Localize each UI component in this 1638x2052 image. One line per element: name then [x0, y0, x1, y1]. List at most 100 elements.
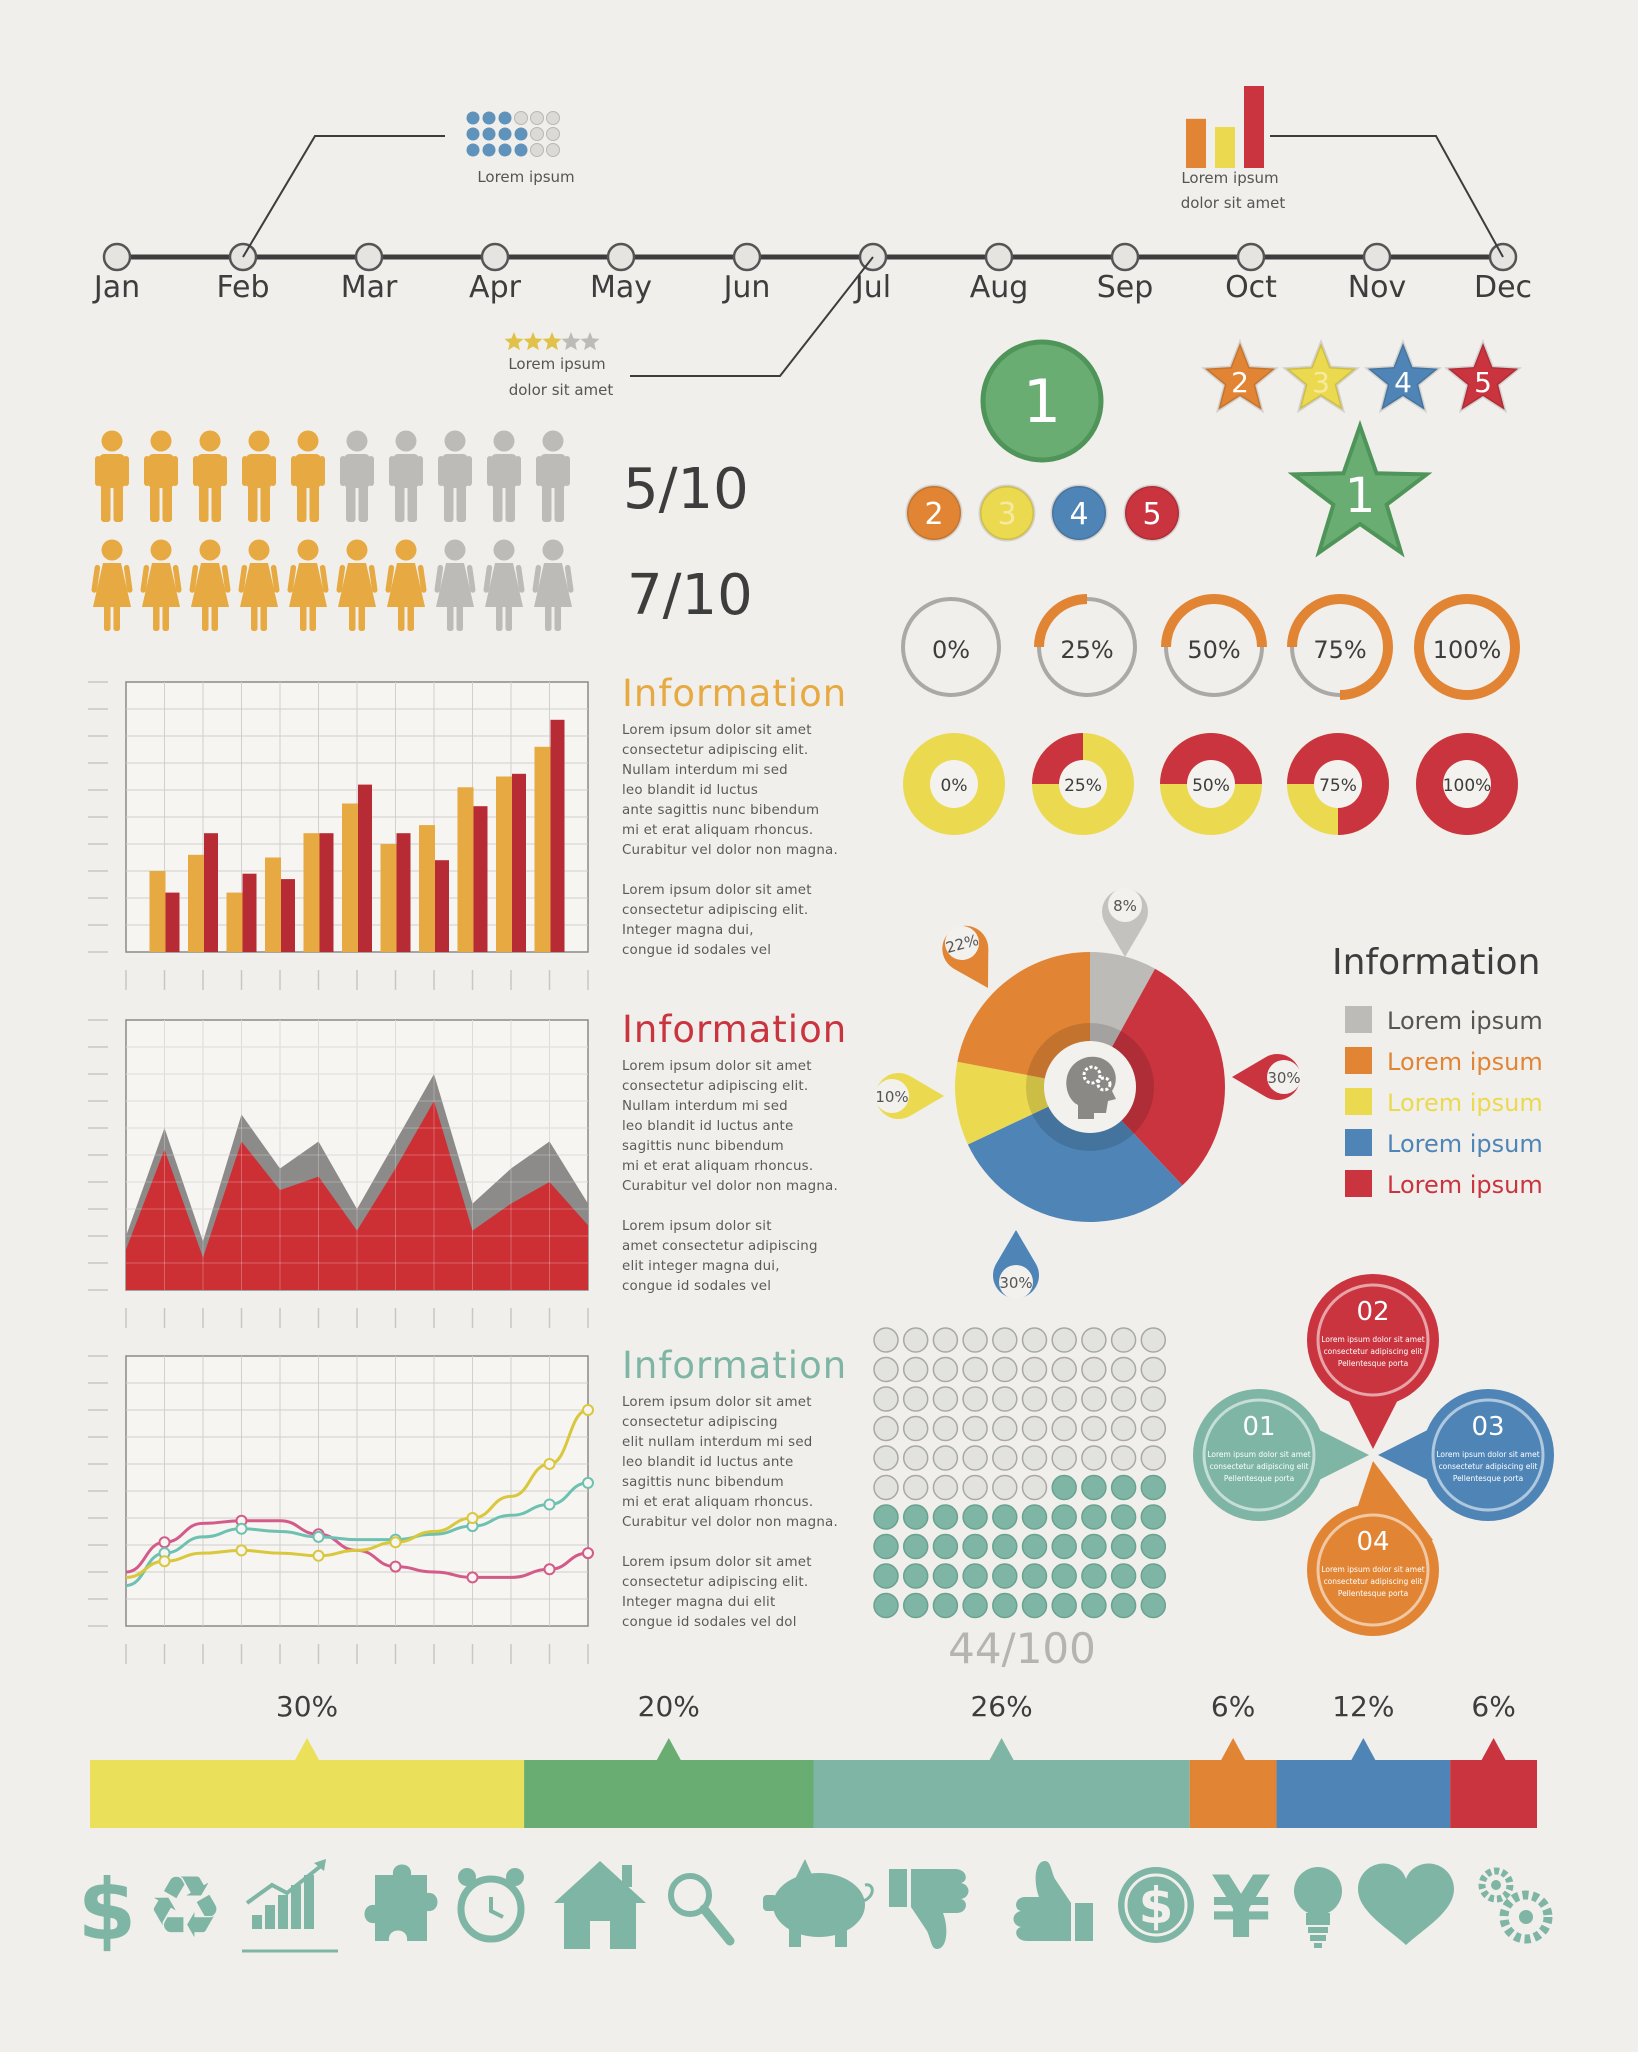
rank-star-label: 4 — [1394, 366, 1412, 399]
donut-hole — [1443, 760, 1491, 808]
person-dress — [338, 563, 376, 607]
thumb-cuff — [889, 1869, 907, 1907]
bar-orange — [188, 854, 204, 952]
segment-label: 26% — [970, 1690, 1032, 1723]
person-arm — [221, 456, 227, 486]
waffle-dot — [1110, 1504, 1137, 1530]
person-leg — [447, 605, 454, 631]
donut-hole — [1187, 760, 1235, 808]
male-person-icon — [438, 430, 472, 522]
growth-bar — [252, 1915, 262, 1929]
bar-red — [358, 784, 372, 952]
ring-label: 100% — [1433, 636, 1502, 664]
waffle-dot — [1051, 1415, 1077, 1442]
petal-text: consectetur adipiscing elit — [1439, 1462, 1538, 1471]
person-leg — [545, 605, 552, 631]
info-text-2a: Lorem ipsum dolor sit amet consectetur a… — [622, 1059, 838, 1194]
info-block-1: Information Lorem ipsum dolor sit amet c… — [622, 672, 872, 961]
female-person-icon — [532, 539, 574, 631]
segment-label: 30% — [276, 1690, 338, 1723]
coin-ring — [1124, 1873, 1188, 1937]
rank-first-star-icon — [1287, 419, 1433, 558]
donut-hole — [930, 760, 978, 808]
person-head — [346, 539, 368, 561]
waffle-dot — [1051, 1504, 1077, 1530]
person-dress — [191, 563, 229, 607]
pin-label: 30% — [1267, 1069, 1300, 1087]
person-leg — [162, 485, 172, 522]
piggy-tail — [862, 1883, 874, 1903]
petal-body — [1422, 1389, 1554, 1521]
dot-matrix-dot — [482, 127, 496, 141]
male-person-icon — [389, 430, 423, 522]
person-head — [248, 539, 270, 561]
segment-pointer — [1221, 1738, 1246, 1760]
percentage-segment-bar: 30% 20% 26% 6% 12% 6% — [90, 1690, 1537, 1828]
rank-star-label: 3 — [1312, 366, 1330, 399]
dot-matrix-dot — [466, 111, 480, 125]
heart-icon — [1358, 1863, 1454, 1945]
house-door — [590, 1921, 610, 1949]
person-torso — [344, 454, 370, 488]
rank-circle-label: 3 — [997, 497, 1016, 532]
waffle-dot — [962, 1327, 988, 1353]
donut-fill — [1160, 733, 1262, 784]
petal-number: 03 — [1471, 1412, 1504, 1442]
head-gears-icon — [1066, 1056, 1116, 1119]
bar-red — [550, 719, 565, 952]
female-person-icon — [140, 539, 182, 631]
waffle-dot — [932, 1592, 959, 1619]
waffle-dot — [932, 1327, 959, 1353]
person-torso — [197, 454, 223, 488]
waffle-dot — [873, 1504, 899, 1530]
waffle-dot — [1051, 1533, 1077, 1560]
person-leg — [395, 485, 405, 522]
clock-rim — [457, 1875, 525, 1943]
rank-circle — [978, 484, 1036, 542]
person-leg — [398, 605, 405, 631]
person-leg — [505, 605, 512, 631]
piggy-ear — [795, 1859, 813, 1879]
person-arm — [336, 564, 346, 593]
petal-02: 02 Lorem ipsum dolor sit amet consectetur … — [1307, 1274, 1439, 1449]
person-head — [199, 539, 221, 561]
bar-red — [242, 873, 257, 952]
donut-label: 0% — [941, 776, 968, 796]
waffle-dot — [932, 1533, 959, 1560]
bar-orange — [380, 844, 397, 952]
clock-bell — [506, 1868, 524, 1886]
pie-slice — [957, 952, 1090, 1087]
recycle-icon: ♻ — [146, 1858, 223, 1958]
info-block-2: Information Lorem ipsum dolor sit amet c… — [622, 1008, 872, 1297]
petal-text: Lorem ipsum dolor sit amet — [1321, 1335, 1424, 1344]
timeline-node — [102, 242, 132, 272]
bar-orange — [534, 746, 551, 952]
waffle-dot — [1081, 1415, 1107, 1442]
piggy-bank-icon — [763, 1859, 874, 1947]
pin-hole — [875, 1079, 909, 1113]
growth-chart-icon — [242, 1859, 338, 1953]
male-person-icon — [291, 430, 325, 522]
waffle-dot — [962, 1356, 988, 1383]
dot-matrix-dot — [514, 111, 528, 125]
person-head — [542, 539, 564, 561]
waffle-dot — [1021, 1386, 1048, 1412]
timeline-node — [1236, 242, 1266, 272]
person-head — [297, 539, 319, 561]
callout-connector-dec — [1270, 135, 1504, 258]
petal-body — [1307, 1274, 1439, 1406]
thumb-up-hand — [1013, 1861, 1071, 1941]
rank-star-label: 2 — [1231, 366, 1249, 399]
waffle-dot — [1081, 1445, 1107, 1471]
timeline-node — [984, 242, 1014, 272]
male-person-icon — [95, 430, 129, 522]
person-leg — [358, 605, 365, 631]
waffle-dot — [1140, 1356, 1167, 1383]
rank-first-label: 1 — [1023, 367, 1061, 437]
petal-text: Lorem ipsum dolor sit amet — [1321, 1565, 1424, 1574]
segment — [1189, 1760, 1277, 1828]
segment — [1276, 1760, 1451, 1828]
person-arm — [536, 456, 542, 486]
waffle-dot — [932, 1415, 959, 1442]
